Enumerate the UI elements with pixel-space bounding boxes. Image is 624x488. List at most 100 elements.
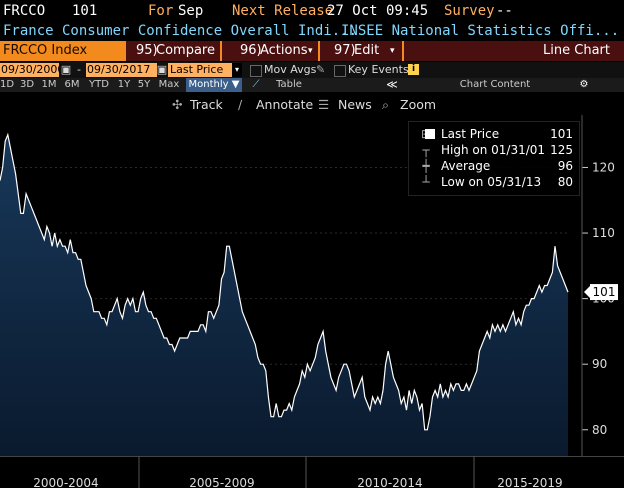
- edit-label: Edit: [354, 43, 380, 58]
- period-ytd[interactable]: YTD: [89, 79, 109, 90]
- zoom-icon: ⌕: [382, 97, 390, 112]
- x-axis-label: 2000-2004: [33, 476, 98, 488]
- news-button[interactable]: News: [338, 97, 372, 112]
- chart-type-label: Line Chart: [543, 43, 610, 58]
- actions-num: 96): [240, 43, 262, 58]
- info-icon[interactable]: i: [408, 64, 419, 75]
- x-axis-label: 2005-2009: [189, 476, 254, 488]
- period-1m[interactable]: 1M: [41, 79, 57, 90]
- security-name: France Consumer Confidence Overall Indi.…: [3, 23, 358, 39]
- last-value-tag: 101: [584, 284, 618, 301]
- legend-low: ┴ Low on 05/31/13 80: [409, 174, 579, 190]
- legend: ⊟ Last Price 101 ┬ High on 01/31/01 125 …: [408, 121, 580, 196]
- legend-last-price-value: 101: [550, 127, 573, 141]
- y-tick-label: 90: [592, 357, 607, 371]
- actions-label: Actions: [260, 43, 308, 58]
- ticker: FRCCO: [3, 3, 46, 19]
- legend-last-price: ⊟ Last Price 101: [409, 126, 579, 142]
- period-5y[interactable]: 5Y: [137, 79, 151, 90]
- start-calendar-icon[interactable]: ▣: [60, 63, 72, 76]
- next-release-value: 27 Oct 09:45: [327, 3, 429, 19]
- edit-caret-icon: ▾: [390, 46, 395, 56]
- zoom-button[interactable]: Zoom: [400, 97, 437, 112]
- start-date-input[interactable]: 09/30/2000: [0, 63, 65, 77]
- legend-low-value: 80: [557, 175, 573, 189]
- edit-num: 97): [334, 43, 356, 58]
- legend-low-label: Low on 05/31/13: [441, 175, 542, 189]
- index-label-text: FRCCO Index: [3, 43, 88, 58]
- frequency-select[interactable]: Monthly ▼: [186, 78, 242, 92]
- period-3d[interactable]: 3D: [19, 79, 35, 90]
- end-date-input[interactable]: 09/30/2017: [86, 63, 157, 77]
- legend-average-value: 96: [557, 159, 573, 173]
- last-value: 101: [72, 3, 98, 19]
- collapse-icon[interactable]: ≪: [386, 78, 398, 91]
- compare-label: Compare: [156, 43, 215, 58]
- date-separator: -: [77, 63, 81, 76]
- legend-high-label: High on 01/31/01: [441, 143, 546, 157]
- period-max[interactable]: Max: [158, 79, 180, 90]
- key-events-checkbox[interactable]: [334, 65, 346, 77]
- chart-type-button[interactable]: Line Chart: [404, 41, 624, 61]
- controls-bar: 09/30/2000 ▣ - 09/30/2017 ▣ Last Price ▾…: [0, 62, 624, 78]
- survey-value: --: [496, 3, 513, 19]
- last-value-pointer: [584, 286, 590, 299]
- last-value-text: 101: [593, 285, 616, 299]
- frequency-label: Monthly: [188, 79, 229, 90]
- tools-bar: ✣ Track ∕ Annotate ☰ News ⌕ Zoom: [0, 93, 624, 115]
- mov-avgs-checkbox[interactable]: [250, 65, 262, 77]
- last-value-box: [590, 284, 618, 301]
- annotate-icon: ∕: [238, 97, 243, 112]
- survey-label: Survey: [444, 3, 495, 19]
- y-tick-label: 110: [592, 226, 615, 240]
- legend-swatch: [425, 129, 435, 139]
- data-source: INSEE National Statistics Offi...: [341, 23, 620, 39]
- news-icon: ☰: [318, 97, 330, 112]
- legend-last-price-label: Last Price: [441, 127, 500, 141]
- header-bar: FRCCO 101 For Sep Next Release 27 Oct 09…: [0, 0, 624, 22]
- x-axis: 2000-2004 2005-2009 2010-2014 2015-2019: [0, 456, 624, 488]
- average-marker-icon: ┿: [422, 159, 430, 173]
- menu-bar: FRCCO Index 95) Compare 96) Actions ▾ 97…: [0, 41, 624, 61]
- actions-button[interactable]: 96) Actions ▾: [222, 41, 318, 61]
- for-label: For: [148, 3, 174, 19]
- legend-average-label: Average: [441, 159, 491, 173]
- legend-average: ┿ Average 96: [409, 158, 579, 174]
- for-value: Sep: [178, 3, 204, 19]
- table-button[interactable]: Table: [276, 79, 302, 90]
- subtitle-bar: France Consumer Confidence Overall Indi.…: [0, 22, 624, 40]
- chart-content-label[interactable]: Chart Content: [459, 79, 531, 90]
- compare-button[interactable]: 95) Compare: [126, 41, 220, 61]
- track-button[interactable]: Track: [190, 97, 223, 112]
- y-tick-label: 80: [592, 423, 607, 437]
- key-events-label: Key Events: [348, 63, 409, 76]
- index-label: FRCCO Index: [0, 41, 124, 61]
- annotate-button[interactable]: Annotate: [256, 97, 314, 112]
- price-chart[interactable]: 8090100110120 2000-20042005-20092010-201…: [0, 115, 624, 488]
- actions-caret-icon: ▾: [308, 46, 313, 56]
- period-1d[interactable]: 1D: [0, 79, 15, 90]
- compare-num: 95): [136, 43, 158, 58]
- line-chart-icon[interactable]: ⟋: [252, 79, 260, 90]
- legend-high: ┬ High on 01/31/01 125: [409, 142, 579, 158]
- price-area: [0, 134, 568, 456]
- legend-high-value: 125: [550, 143, 573, 157]
- period-6m[interactable]: 6M: [64, 79, 80, 90]
- pencil-icon[interactable]: ✎: [316, 63, 326, 76]
- end-calendar-icon[interactable]: ▣: [156, 63, 168, 76]
- mov-avgs-label: Mov Avgs: [264, 63, 317, 76]
- settings-gear-icon[interactable]: ⚙: [579, 79, 589, 90]
- y-tick-label: 120: [592, 160, 615, 174]
- field-select[interactable]: Last Price: [168, 63, 234, 77]
- next-release-label: Next Release: [232, 3, 334, 19]
- edit-button[interactable]: 97) Edit ▾: [320, 41, 402, 61]
- x-axis-label: 2010-2014: [357, 476, 422, 488]
- field-dropdown-icon[interactable]: ▾: [232, 63, 242, 77]
- high-marker-icon: ┬: [422, 143, 430, 157]
- periods-bar: 1D 3D 1M 6M YTD 1Y 5Y Max Monthly ▼ ⟋ Ta…: [0, 78, 624, 92]
- track-icon: ✣: [172, 97, 183, 112]
- period-1y[interactable]: 1Y: [117, 79, 131, 90]
- x-axis-label: 2015-2019: [497, 476, 562, 488]
- low-marker-icon: ┴: [422, 175, 430, 189]
- price-line: [0, 132, 569, 431]
